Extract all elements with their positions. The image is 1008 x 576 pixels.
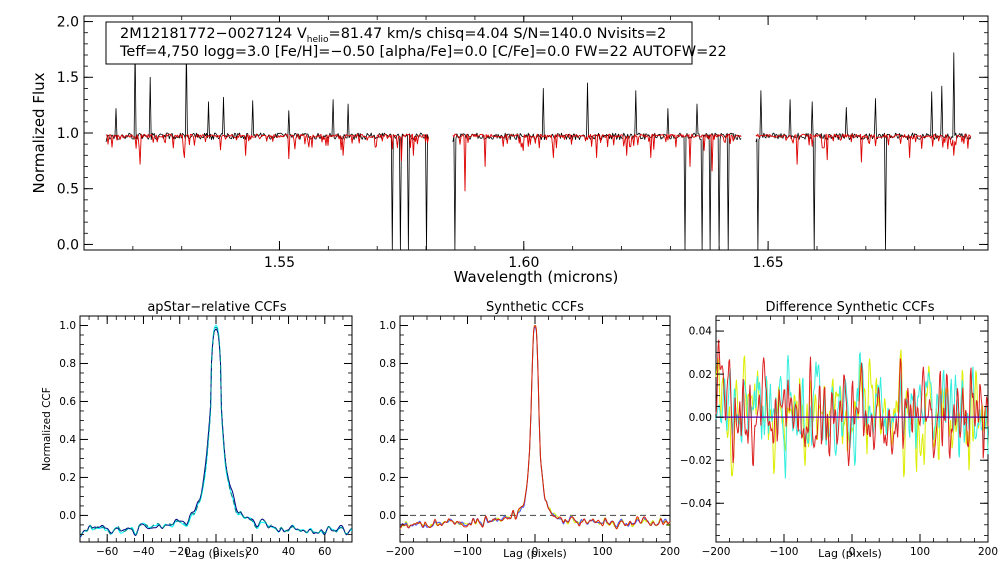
apstar-ccf-line-2 xyxy=(79,328,353,538)
synthetic-x-tick-label: −100 xyxy=(453,546,482,558)
synthetic-ccf-panel: Synthetic CCFs −200 −100 0 100 200 0.0 0.2 0.4 0… xyxy=(379,300,680,560)
spectrum-y-tick-label: 1.0 xyxy=(57,126,79,142)
apstar-x-tick-label: 60 xyxy=(318,546,331,558)
spectrum-x-axis-label: Wavelength (microns) xyxy=(454,268,619,286)
apstar-ccf-panel: apStar−relative CCFs −60 −40 −20 0 20 40 60 0.0… xyxy=(41,300,353,560)
difference-y-tick-label: −0.02 xyxy=(680,455,712,467)
spectrum-series xyxy=(105,45,972,251)
apstar-x-axis-label: Lag (pixels) xyxy=(185,547,249,560)
apstar-x-tick-label: −20 xyxy=(169,546,191,558)
spectrum-synthetic-line xyxy=(105,133,429,165)
spectrum-x-tick-label: 1.65 xyxy=(753,255,784,271)
apstar-y-tick-label: 0.8 xyxy=(59,358,76,370)
apstar-x-tick-label: 20 xyxy=(246,546,259,558)
difference-y-tick-label: −0.04 xyxy=(680,498,712,510)
apstar-ccf-line-3 xyxy=(79,326,353,537)
spectrum-observed-line xyxy=(755,52,972,251)
synthetic-series xyxy=(399,324,671,530)
synthetic-y-tick-label: 0.0 xyxy=(379,510,396,522)
difference-y-tick-label: 0.00 xyxy=(689,412,712,424)
apstar-y-tick-label: 0.6 xyxy=(59,396,76,408)
synthetic-y-tick-label: 1.0 xyxy=(379,320,396,332)
synthetic-y-tick-label: 0.8 xyxy=(379,358,396,370)
apstar-ccf-title: apStar−relative CCFs xyxy=(147,300,287,315)
spectrum-y-axis-label: Normalized Flux xyxy=(30,72,48,193)
difference-x-tick-label: −200 xyxy=(702,546,731,558)
synthetic-ccf-title: Synthetic CCFs xyxy=(486,300,584,315)
apstar-x-tick-label: −60 xyxy=(96,546,118,558)
difference-x-tick-label: 0 xyxy=(849,546,856,558)
difference-ccf-line-1 xyxy=(715,349,989,478)
synthetic-x-tick-label: −200 xyxy=(386,546,415,558)
apstar-axes-frame xyxy=(79,315,353,543)
synthetic-axes-frame xyxy=(399,315,671,543)
difference-series xyxy=(715,339,989,479)
apstar-x-tick-label: −40 xyxy=(132,546,154,558)
synthetic-x-tick-label: 200 xyxy=(660,546,680,558)
spectrum-panel: 1.55 1.60 1.65 0.0 0.5 1.0 1.5 2.0 2M12181772−0… xyxy=(30,14,989,286)
spectrum-y-tick-label: 0.0 xyxy=(57,237,79,253)
apstar-ticks: −60 −40 −20 0 20 40 60 0.0 0.2 0.4 0.6 0.8 1.0 xyxy=(59,316,353,558)
spectrum-observed-line xyxy=(105,45,429,251)
apstar-ccf-line-1 xyxy=(79,324,353,537)
apstar-y-tick-label: 0.2 xyxy=(59,472,76,484)
difference-ticks: −200 −100 0 100 200 −0.04 −0.02 0.00 0.02 0.04 xyxy=(680,316,998,558)
apstar-y-axis-label: Normalized CCF xyxy=(41,387,53,471)
difference-x-tick-label: −100 xyxy=(770,546,799,558)
synthetic-x-tick-label: 0 xyxy=(532,546,539,558)
spectrum-x-tick-label: 1.60 xyxy=(508,255,539,271)
apstar-series xyxy=(79,324,353,538)
synthetic-x-tick-label: 100 xyxy=(592,546,612,558)
apstar-y-tick-label: 1.0 xyxy=(59,320,76,332)
spectrum-info-line2: Teff=4,750 logg=3.0 [Fe/H]=−0.50 [alpha/… xyxy=(119,44,727,60)
difference-y-tick-label: 0.04 xyxy=(689,326,713,338)
synthetic-y-tick-label: 0.4 xyxy=(379,434,396,446)
spectrum-x-tick-label: 1.55 xyxy=(264,255,295,271)
spectrum-y-tick-label: 2.0 xyxy=(57,14,79,30)
difference-x-axis-label: Lag (pixels) xyxy=(818,547,882,560)
spectrum-y-tick-label: 1.5 xyxy=(57,70,79,86)
spectrum-info-line1: 2M12181772−0027124 Vhelio=81.47 km/s chi… xyxy=(120,26,666,45)
synthetic-ccf-line-2 xyxy=(399,326,671,529)
synthetic-ticks: −200 −100 0 100 200 0.0 0.2 0.4 0.6 0.8 1.0 xyxy=(379,316,680,558)
synthetic-y-tick-label: 0.6 xyxy=(379,396,396,408)
synthetic-x-axis-label: Lag (pixels) xyxy=(503,547,567,560)
spectrum-ticks: 1.55 1.60 1.65 0.0 0.5 1.0 1.5 2.0 xyxy=(57,14,988,271)
spectrum-observed-line xyxy=(452,82,742,251)
spectrum-y-tick-label: 0.5 xyxy=(57,182,79,198)
spectrum-synthetic-line xyxy=(452,133,742,192)
apstar-x-tick-label: 40 xyxy=(282,546,295,558)
spectrum-synthetic-line xyxy=(755,133,972,165)
spectrum-info-box xyxy=(105,21,693,65)
apstar-y-tick-label: 0.4 xyxy=(59,434,76,446)
difference-x-tick-label: 200 xyxy=(978,546,998,558)
synthetic-ccf-line-1 xyxy=(399,324,671,530)
apstar-y-tick-label: 0.0 xyxy=(59,510,76,522)
apstar-x-tick-label: 0 xyxy=(213,546,220,558)
difference-x-tick-label: 100 xyxy=(910,546,930,558)
difference-y-tick-label: 0.02 xyxy=(689,369,712,381)
difference-ccf-title: Difference Synthetic CCFs xyxy=(765,300,934,315)
difference-ccf-panel: Difference Synthetic CCFs −200 −100 0 100 20… xyxy=(680,300,998,560)
synthetic-y-tick-label: 0.2 xyxy=(379,472,396,484)
synthetic-ccf-line-3 xyxy=(399,324,671,530)
